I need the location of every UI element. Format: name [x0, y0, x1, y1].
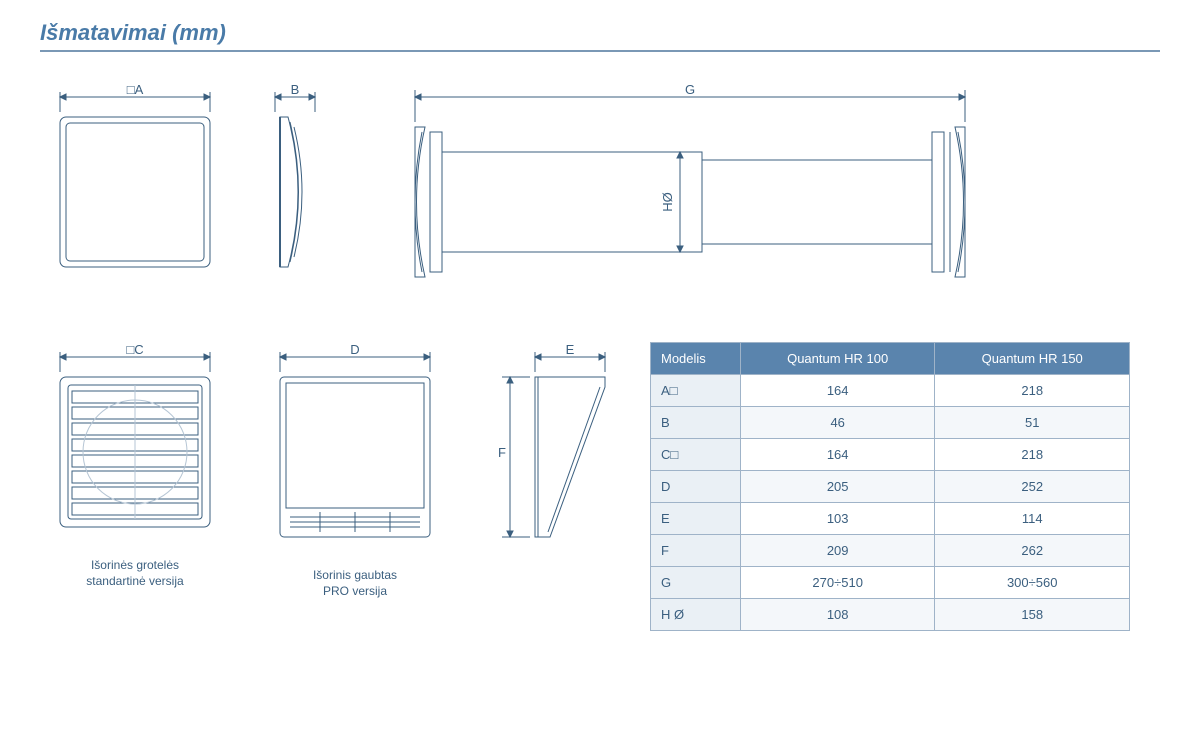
- caption-grille: Išorinės grotelėsstandartinė versija: [40, 558, 230, 589]
- caption-hood: Išorinis gaubtasPRO versija: [260, 568, 450, 599]
- dim-label-d: D: [350, 342, 359, 357]
- diagram-hood-side-ef: E F: [480, 342, 620, 557]
- dim-label-e: E: [566, 342, 575, 357]
- diagram-tube-g: G HØ: [380, 82, 1000, 302]
- table-row: B4651: [651, 407, 1130, 439]
- title-underline: [40, 50, 1160, 52]
- page-title: Išmatavimai (mm): [40, 20, 1160, 46]
- bottom-diagram-row: □C Išorinės grotelėsstan: [40, 342, 1160, 631]
- diagram-hood-block: D Išorinis gaubtasPRO versija: [260, 342, 450, 599]
- table-row: D205252: [651, 471, 1130, 503]
- table-row: G270÷510300÷560: [651, 567, 1130, 599]
- col-hr100: Quantum HR 100: [740, 343, 935, 375]
- dim-label-f: F: [498, 445, 506, 460]
- table-row: A□164218: [651, 375, 1130, 407]
- dim-label-c: □C: [126, 342, 143, 357]
- spec-table: Modelis Quantum HR 100 Quantum HR 150 A□…: [650, 342, 1130, 631]
- col-hr150: Quantum HR 150: [935, 343, 1130, 375]
- diagram-cover-b: B: [260, 82, 350, 282]
- diagram-grille-block: □C Išorinės grotelėsstan: [40, 342, 230, 589]
- col-model: Modelis: [651, 343, 741, 375]
- dim-label-a: □A: [127, 82, 144, 97]
- table-header-row: Modelis Quantum HR 100 Quantum HR 150: [651, 343, 1130, 375]
- table-row: C□164218: [651, 439, 1130, 471]
- table-row: F209262: [651, 535, 1130, 567]
- table-row: E103114: [651, 503, 1130, 535]
- diagram-grille-c: □C: [40, 342, 230, 547]
- dim-label-g: G: [685, 82, 695, 97]
- table-row: H Ø108158: [651, 599, 1130, 631]
- diagram-hood-d: D: [260, 342, 450, 557]
- dim-label-h: HØ: [660, 192, 675, 212]
- dim-label-b: B: [291, 82, 300, 97]
- diagram-panel-a: □A: [40, 82, 230, 282]
- top-diagram-row: □A B G: [40, 82, 1160, 302]
